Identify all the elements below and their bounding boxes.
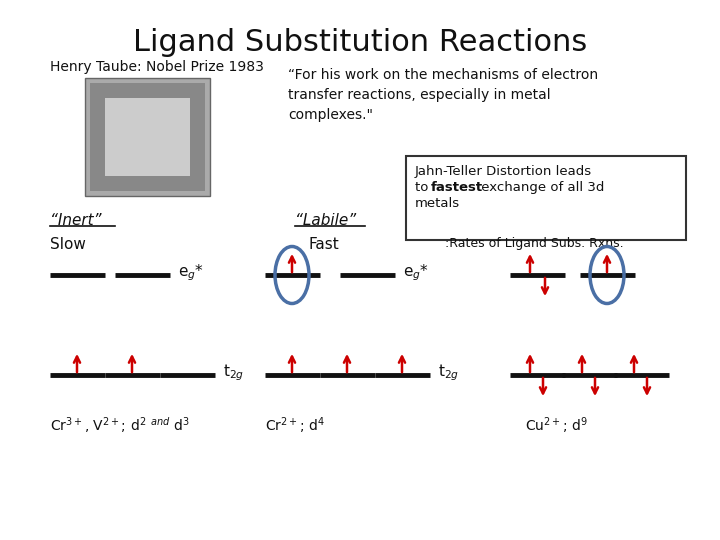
Text: “Labile”: “Labile” [295,213,356,228]
Text: e$_g$*: e$_g$* [178,262,204,284]
Text: to: to [415,181,433,194]
Bar [90,83,205,191]
Text: t$_{2g}$: t$_{2g}$ [223,363,244,383]
Text: t$_{2g}$: t$_{2g}$ [438,363,459,383]
Text: fastest: fastest [431,181,483,194]
Bar [85,78,210,196]
Text: Ligand Substitution Reactions: Ligand Substitution Reactions [133,28,587,57]
Bar [105,98,190,176]
Text: metals: metals [415,197,460,210]
Text: :Rates of Ligand Subs. Rxns.: :Rates of Ligand Subs. Rxns. [445,237,624,250]
Text: “Inert”: “Inert” [50,213,102,228]
Text: Cr$^{3+}$, V$^{2+}$; d$^{2}$ $^{and}$ d$^3$: Cr$^{3+}$, V$^{2+}$; d$^{2}$ $^{and}$ d$… [50,415,189,435]
Text: Cr$^{2+}$; d$^4$: Cr$^{2+}$; d$^4$ [265,415,325,436]
Text: Fast: Fast [308,237,338,252]
Text: exchange of all 3d: exchange of all 3d [477,181,604,194]
Text: Henry Taube: Nobel Prize 1983: Henry Taube: Nobel Prize 1983 [50,60,264,74]
FancyBboxPatch shape [406,156,686,240]
Text: Slow: Slow [50,237,86,252]
Text: e$_g$*: e$_g$* [403,262,429,284]
Text: “For his work on the mechanisms of electron
transfer reactions, especially in me: “For his work on the mechanisms of elect… [288,68,598,122]
Text: Jahn-Teller Distortion leads: Jahn-Teller Distortion leads [415,165,592,178]
Text: Cu$^{2+}$; d$^9$: Cu$^{2+}$; d$^9$ [525,415,588,436]
